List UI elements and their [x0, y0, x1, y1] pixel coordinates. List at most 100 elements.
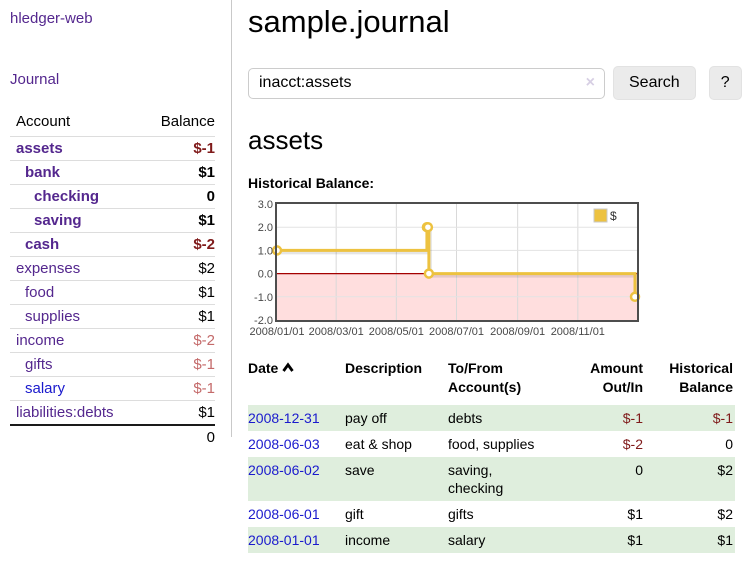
register-row: 2008-06-01 gift gifts $1 $2 [248, 501, 735, 527]
account-name-cell: saving [10, 208, 140, 233]
account-row: cash $-2 [10, 232, 215, 257]
svg-text:2008/03/01: 2008/03/01 [309, 326, 364, 338]
search-button[interactable]: Search [613, 66, 696, 100]
transaction-date-cell: 2008-12-31 [248, 405, 345, 431]
transaction-date-link[interactable]: 2008-06-03 [248, 436, 320, 452]
transaction-amount: $1 [627, 506, 643, 522]
account-row: liabilities:debts $1 [10, 400, 215, 426]
app-title-link[interactable]: hledger-web [10, 10, 93, 27]
search-box: × [248, 67, 605, 99]
register-header-date: Date [248, 359, 345, 405]
account-name-cell: income [10, 328, 140, 353]
register-row: 2008-12-31 pay off debts $-1 $-1 [248, 405, 735, 431]
search-input[interactable] [248, 67, 605, 99]
transaction-accounts: debts [448, 410, 483, 426]
sidebar-account-supplies[interactable]: supplies [25, 308, 81, 325]
account-column-header: Account [10, 110, 140, 137]
svg-text:-2.0: -2.0 [254, 315, 273, 327]
account-tree: Account Balance assets $-1 bank $1 checking 0… [10, 110, 215, 449]
transaction-date-link[interactable]: 2008-06-02 [248, 462, 320, 478]
transaction-description: gift [345, 506, 364, 522]
transaction-balance: 0 [725, 436, 733, 452]
sidebar-account-liabilities-debts[interactable]: liabilities:debts [16, 404, 114, 421]
date-header-label: Date [248, 360, 279, 376]
transaction-date-cell: 2008-01-01 [248, 527, 345, 553]
sidebar-account-expenses[interactable]: expenses [16, 260, 81, 277]
register-row: 2008-06-02 save saving, checking 0 $2 [248, 457, 735, 501]
svg-text:3.0: 3.0 [258, 200, 273, 211]
transaction-balance: $1 [717, 532, 733, 548]
svg-text:0.0: 0.0 [258, 269, 273, 281]
transaction-balance: $2 [717, 506, 733, 522]
account-heading: assets [248, 125, 324, 155]
register-body: 2008-12-31 pay off debts $-1 $-1 2008-06-03 ea… [248, 405, 735, 553]
transaction-accounts: gifts [448, 506, 474, 522]
total-spacer [10, 424, 140, 449]
account-balance: $2 [139, 256, 215, 281]
account-balance: $1 [139, 208, 215, 233]
transaction-date-cell: 2008-06-03 [248, 431, 345, 457]
chart-title: Historical Balance: [248, 175, 375, 191]
account-row: salary $-1 [10, 376, 215, 401]
register-header-amount: Amount Out/In [590, 360, 643, 395]
sidebar-account-saving[interactable]: saving [34, 212, 82, 229]
svg-text:2008/11/01: 2008/11/01 [551, 326, 605, 338]
transaction-accounts: salary [448, 532, 486, 548]
svg-text:$: $ [610, 209, 617, 223]
account-name-cell: assets [10, 136, 140, 161]
account-name-cell: food [10, 280, 140, 305]
register-header-row: Date Description To/From Account(s) Amou… [248, 359, 735, 405]
account-row: supplies $1 [10, 304, 215, 329]
transaction-description: eat & shop [345, 436, 412, 452]
transaction-date-cell: 2008-06-02 [248, 457, 345, 501]
sidebar-account-cash[interactable]: cash [25, 236, 60, 253]
register-header-description: Description [345, 360, 423, 376]
transaction-balance: $2 [717, 462, 733, 478]
svg-text:2008/07/01: 2008/07/01 [429, 326, 484, 338]
account-name-cell: liabilities:debts [10, 400, 140, 426]
sidebar-item-journal[interactable]: Journal [10, 71, 60, 88]
transaction-date-link[interactable]: 2008-06-01 [248, 506, 320, 522]
account-row: income $-2 [10, 328, 215, 353]
transaction-amount: $-2 [622, 436, 643, 452]
help-button[interactable]: ? [708, 66, 742, 100]
account-row: gifts $-1 [10, 352, 215, 377]
register-header-accounts: To/From Account(s) [448, 360, 522, 395]
account-total-row: 0 [10, 424, 215, 449]
transaction-description: save [345, 462, 375, 478]
account-name-cell: salary [10, 376, 140, 401]
account-balance: $-1 [139, 136, 215, 161]
clear-search-icon[interactable]: × [585, 73, 595, 91]
account-balance: $1 [139, 304, 215, 329]
account-balance: 0 [139, 184, 215, 209]
svg-text:2008/05/01: 2008/05/01 [369, 326, 424, 338]
transaction-amount: $-1 [622, 410, 643, 426]
main-content: sample.journal × Search ? assets Histori… [248, 0, 742, 553]
account-row: expenses $2 [10, 256, 215, 281]
account-name-cell: bank [10, 160, 140, 185]
account-balance: $-2 [139, 328, 215, 353]
transaction-date-link[interactable]: 2008-01-01 [248, 532, 320, 548]
account-row: assets $-1 [10, 136, 215, 161]
sidebar-account-bank[interactable]: bank [25, 164, 61, 181]
transaction-description: income [345, 532, 391, 548]
sidebar-account-food[interactable]: food [25, 284, 55, 301]
sort-ascending-icon [282, 362, 294, 372]
register-table: Date Description To/From Account(s) Amou… [248, 359, 735, 553]
sidebar-account-gifts[interactable]: gifts [25, 356, 53, 373]
sidebar-account-assets[interactable]: assets [16, 140, 63, 157]
svg-text:2008/09/01: 2008/09/01 [490, 326, 545, 338]
sidebar-account-checking[interactable]: checking [34, 188, 100, 205]
account-name-cell: checking [10, 184, 140, 209]
total-balance: 0 [139, 424, 215, 449]
transaction-description: pay off [345, 410, 387, 426]
balance-column-header: Balance [139, 110, 215, 137]
account-balance: $1 [139, 280, 215, 305]
transaction-amount: $1 [627, 532, 643, 548]
account-balance: $1 [139, 400, 215, 426]
account-name-cell: gifts [10, 352, 140, 377]
sidebar-account-income[interactable]: income [16, 332, 65, 349]
transaction-date-link[interactable]: 2008-12-31 [248, 410, 320, 426]
sidebar-account-salary[interactable]: salary [25, 380, 66, 397]
